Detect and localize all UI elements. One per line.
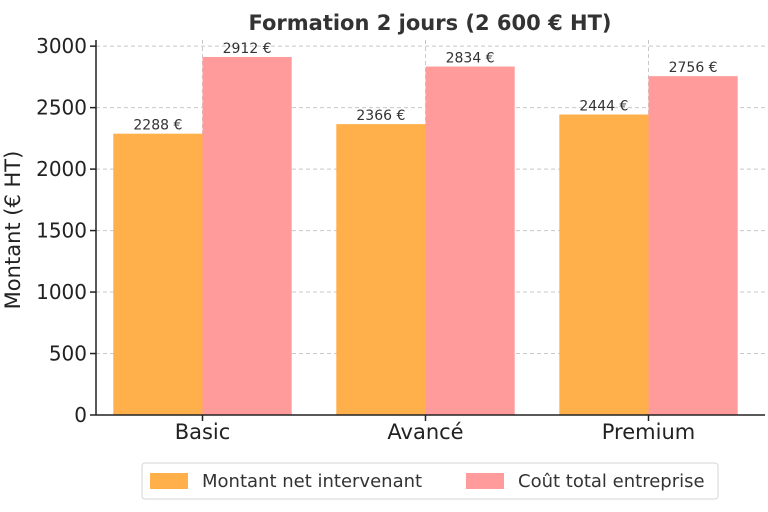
y-tick-label: 1500: [36, 219, 87, 243]
bar: [113, 133, 203, 415]
legend-swatch: [466, 473, 504, 489]
bar-value-label: 2834 €: [446, 51, 495, 67]
y-tick-label: 500: [49, 342, 87, 366]
legend-swatch: [150, 473, 188, 489]
y-tick-labels: 0 500 1000 1500 2000 2500 3000: [36, 34, 87, 427]
x-tick-label: Basic: [175, 420, 231, 444]
bar-value-label: 2756 €: [669, 60, 718, 76]
data-labels: 2288 € 2366 € 2444 € 2912 € 2834 € 2756 €: [133, 41, 717, 134]
bar: [425, 66, 515, 416]
legend-label: Montant net intervenant: [202, 471, 422, 492]
bar: [559, 114, 649, 416]
bar-value-label: 2444 €: [579, 99, 628, 115]
chart-title: Formation 2 jours (2 600 € HT): [248, 11, 611, 35]
y-tick-label: 1000: [36, 280, 87, 304]
y-tick-label: 2000: [36, 157, 87, 181]
bar-value-label: 2912 €: [223, 41, 272, 57]
bar: [648, 76, 738, 416]
legend-label: Coût total entreprise: [518, 471, 705, 492]
y-tick-label: 2500: [36, 96, 87, 120]
legend: Montant net intervenant Coût total entrep…: [141, 462, 719, 500]
y-axis-label: Montant (€ HT): [1, 151, 25, 310]
x-tick-label: Premium: [602, 420, 695, 444]
x-tick-labels: Basic Avancé Premium: [175, 420, 696, 444]
bar: [336, 124, 426, 415]
legend-box: [141, 462, 719, 500]
y-tick-label: 3000: [36, 34, 87, 58]
bar-value-label: 2288 €: [133, 118, 182, 134]
bar: [202, 56, 292, 415]
y-tick-label: 0: [74, 403, 87, 427]
bar-value-label: 2366 €: [356, 108, 405, 124]
x-tick-label: Avancé: [387, 420, 463, 444]
axes: [90, 40, 765, 421]
bars: [113, 56, 738, 416]
